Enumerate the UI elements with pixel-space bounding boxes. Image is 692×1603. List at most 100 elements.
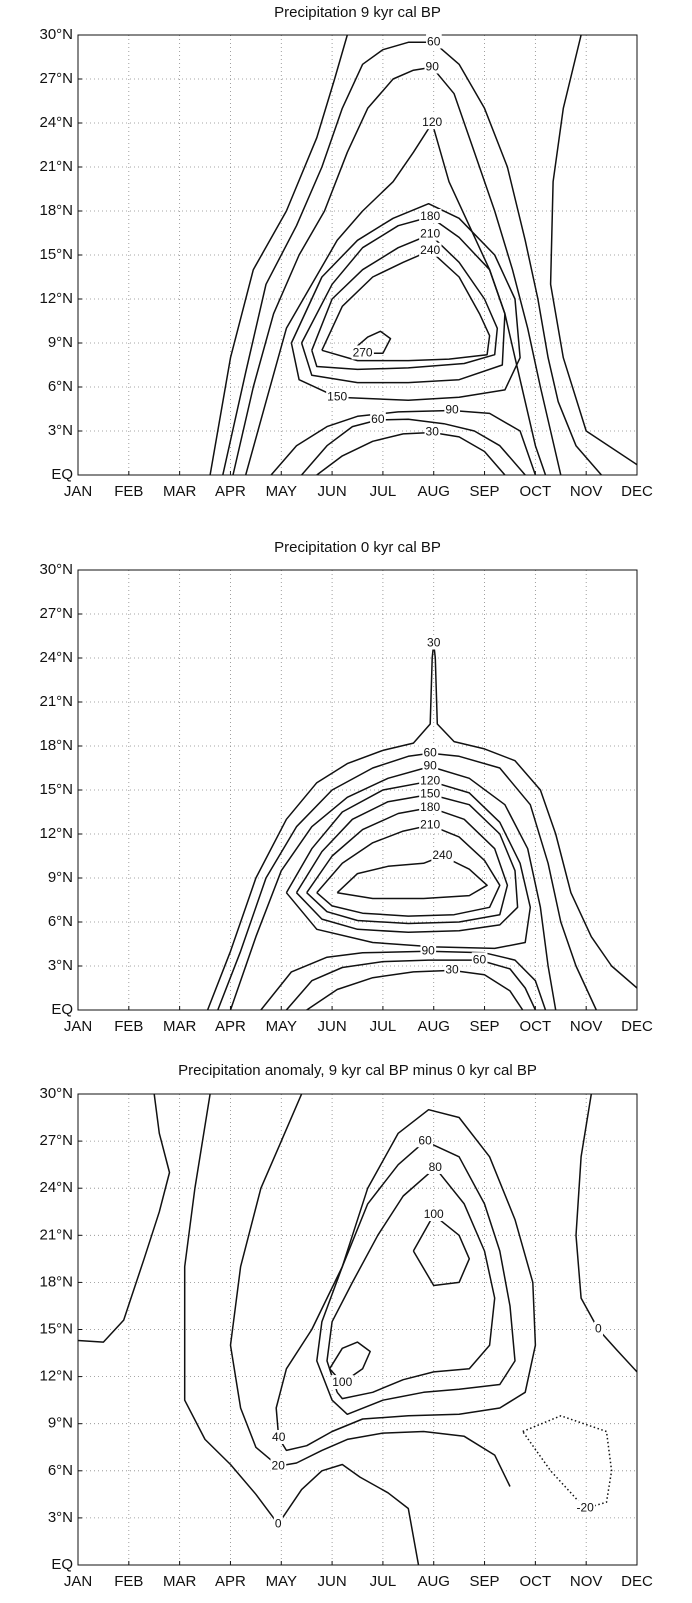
x-tick-label: MAR: [163, 1573, 197, 1590]
x-tick-label: APR: [215, 1573, 246, 1590]
y-tick-label: 21°N: [39, 1226, 73, 1243]
x-tick-label: NOV: [570, 483, 603, 500]
x-tick-label: JUN: [318, 1573, 347, 1590]
x-tick-label: OCT: [520, 483, 552, 500]
y-tick-label: 30°N: [39, 26, 73, 43]
contour-label-bg: [326, 389, 349, 404]
y-tick-label: 12°N: [39, 290, 73, 307]
contour-label: 210: [420, 817, 440, 831]
contour-line: [78, 1094, 171, 1343]
chart-title: Precipitation anomaly, 9 kyr cal BP minu…: [178, 1062, 537, 1079]
contour-label-bg: [575, 1500, 596, 1515]
contour-label: 80: [429, 1160, 443, 1174]
contour-line: [232, 66, 562, 475]
contour-labels: 60 90 120 150 180 210 240 270 90 60 30: [326, 34, 461, 439]
contour-line: [300, 216, 506, 384]
contour-label: 30: [427, 636, 441, 650]
x-tick-label: NOV: [570, 1573, 603, 1590]
contour-label: 60: [423, 746, 437, 760]
panel: Precipitation 9 kyr cal BP EQ 3°N 6°N 9°N 12°…: [39, 4, 653, 500]
panel: Precipitation 0 kyr cal BP EQ 3°N 6°N 9°N 12°…: [39, 539, 653, 1035]
contour-label-bg: [471, 952, 488, 967]
x-tick-label: FEB: [114, 483, 143, 500]
y-tick-label: 6°N: [48, 1462, 73, 1479]
x-tick-label: AUG: [417, 483, 450, 500]
contour-line: [306, 969, 524, 1010]
x-tick-label: JAN: [64, 1018, 92, 1035]
contour-label-bg: [420, 943, 437, 958]
contour-label-bg: [419, 209, 442, 224]
contour-label: 90: [426, 59, 440, 73]
contour-line: [306, 806, 509, 925]
x-tick-label: DEC: [621, 483, 653, 500]
contour-label: 20: [272, 1458, 286, 1472]
panel: Precipitation anomaly, 9 kyr cal BP minu…: [39, 1062, 653, 1590]
contours: [78, 1094, 637, 1565]
y-tick-label: 24°N: [39, 1179, 73, 1196]
contour-line: [412, 1214, 471, 1287]
y-tick-label: 24°N: [39, 114, 73, 131]
contour-label: 90: [445, 403, 459, 417]
contour-label-bg: [419, 773, 442, 788]
contour-label-bg: [422, 745, 439, 760]
contour-label-bg: [422, 758, 439, 773]
y-tick-label: 15°N: [39, 246, 73, 263]
contour-label-bg: [424, 424, 441, 439]
contour-label-bg: [419, 242, 442, 257]
x-tick-label: FEB: [114, 1018, 143, 1035]
contour-label: 180: [420, 209, 440, 223]
contour-label-bg: [271, 1430, 287, 1445]
contour-line: [217, 752, 597, 1010]
contour-label-bg: [424, 59, 441, 74]
y-tick-label: 27°N: [39, 605, 73, 622]
contour-label-bg: [422, 1207, 446, 1222]
y-tick-label: 18°N: [39, 202, 73, 219]
contour-label: 240: [420, 243, 440, 257]
contour-label: -20: [576, 1501, 594, 1515]
y-tick-label: 6°N: [48, 378, 73, 395]
contour-label: 90: [423, 759, 437, 773]
y-tick-label: 27°N: [39, 70, 73, 87]
contour-line: [316, 431, 506, 475]
contour-line: [321, 249, 491, 362]
y-tick-label: 15°N: [39, 1320, 73, 1337]
x-tick-label: JUL: [370, 1018, 397, 1035]
x-tick-label: OCT: [520, 1573, 552, 1590]
contour-label-bg: [370, 412, 386, 427]
contour-label-bg: [444, 962, 461, 977]
contour-line: [285, 780, 532, 950]
contour-label: 120: [422, 115, 442, 129]
contour-line: [575, 1094, 637, 1373]
contour-line: [316, 1140, 516, 1416]
contour-label-bg: [417, 1133, 434, 1148]
contour-label: 30: [445, 963, 459, 977]
x-tick-label: JUN: [318, 1018, 347, 1035]
x-tick-label: JUN: [318, 483, 347, 500]
contour-label: 60: [371, 412, 385, 426]
y-tick-label: 9°N: [48, 1415, 73, 1432]
contour-label-bg: [419, 226, 442, 241]
y-tick-label: 21°N: [39, 158, 73, 175]
contour-label: 30: [426, 425, 440, 439]
x-tick-label: SEP: [470, 1573, 500, 1590]
x-tick-label: DEC: [621, 1573, 653, 1590]
contour-label: 60: [418, 1133, 432, 1147]
contour-line: [316, 824, 501, 917]
contour-label: 100: [332, 1375, 352, 1389]
x-tick-label: MAY: [266, 1573, 297, 1590]
x-tick-label: MAR: [163, 483, 197, 500]
contour-label-bg: [421, 115, 444, 130]
x-tick-label: AUG: [417, 1573, 450, 1590]
contour-label-bg: [331, 1375, 354, 1390]
y-tick-label: 3°N: [48, 1509, 73, 1526]
contour-line: [522, 1415, 613, 1510]
y-tick-label: 6°N: [48, 913, 73, 930]
contour-label: 150: [327, 389, 347, 403]
y-tick-label: 3°N: [48, 957, 73, 974]
contour-line: [260, 950, 547, 1010]
y-tick-label: 12°N: [39, 1368, 73, 1385]
plot-frame: [77, 569, 638, 1011]
y-tick-label: 24°N: [39, 649, 73, 666]
x-tick-label: MAR: [163, 1018, 197, 1035]
